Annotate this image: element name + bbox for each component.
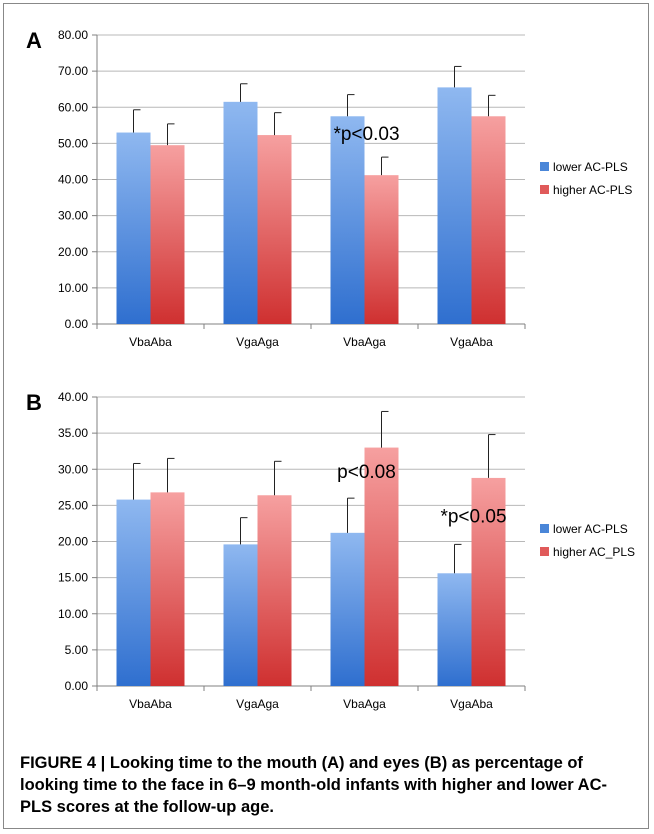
y-tick-label: 30.00 — [58, 209, 88, 223]
y-tick-label: 60.00 — [58, 100, 88, 114]
legend-label: lower AC-PLS — [553, 160, 628, 174]
legend-swatch — [540, 524, 549, 533]
y-tick-label: 25.00 — [58, 498, 88, 512]
bar-higher — [364, 175, 399, 324]
bar-higher — [257, 135, 292, 324]
figure-frame — [3, 3, 649, 829]
panel-label-a: A — [26, 28, 42, 53]
bar-lower — [330, 532, 365, 686]
y-tick-label: 15.00 — [58, 571, 88, 585]
y-tick-label: 70.00 — [58, 64, 88, 78]
bar-lower — [116, 499, 151, 686]
x-category-label: VgaAga — [236, 697, 279, 711]
bar-higher — [364, 447, 399, 686]
x-category-label: VgaAba — [450, 335, 493, 349]
x-category-label: VbaAga — [343, 335, 386, 349]
y-tick-label: 20.00 — [58, 245, 88, 259]
significance-annotation: *p<0.03 — [333, 124, 399, 145]
y-tick-label: 40.00 — [58, 173, 88, 187]
chart-panel-b: B 0.00 5.00 10.00 15.00 20.00 25.00 30.00 35.00… — [0, 382, 654, 727]
bar-higher — [150, 492, 185, 686]
y-tick-label: 30.00 — [58, 462, 88, 476]
panel-label-b: B — [26, 390, 42, 415]
bar-higher — [471, 116, 506, 324]
significance-annotation: *p<0.05 — [440, 507, 506, 528]
y-tick-label: 80.00 — [58, 28, 88, 42]
bar-lower — [330, 116, 365, 324]
legend-swatch — [540, 162, 549, 171]
y-tick-label: 0.00 — [65, 317, 89, 331]
x-category-label: VbaAba — [129, 697, 172, 711]
chart-b-svg: 0.00 5.00 10.00 15.00 20.00 25.00 30.00 35.00 40… — [58, 390, 635, 711]
bar-lower — [437, 87, 472, 324]
chart-a-svg: 0.00 10.00 20.00 30.00 40.00 50.00 60.00 70.00 8… — [58, 28, 632, 349]
bar-lower — [116, 132, 151, 324]
y-tick-label: 10.00 — [58, 607, 88, 621]
legend-label: higher AC-PLS — [553, 183, 632, 197]
legend-swatch — [540, 547, 549, 556]
bar-higher — [471, 477, 506, 686]
bar-lower — [223, 544, 258, 686]
x-category-label: VgaAga — [236, 335, 279, 349]
bar-lower — [223, 101, 258, 324]
y-tick-label: 35.00 — [58, 426, 88, 440]
figure-caption: FIGURE 4 | Looking time to the mouth (A)… — [20, 754, 607, 816]
legend-label: higher AC_PLS — [553, 545, 635, 559]
chart-panel-a: A 0.00 10.00 20.00 30.00 40.00 50.00 60.00 70.0… — [0, 20, 654, 365]
legend-swatch — [540, 185, 549, 194]
significance-annotation: p<0.08 — [337, 462, 396, 483]
y-tick-label: 50.00 — [58, 136, 88, 150]
y-tick-label: 40.00 — [58, 390, 88, 404]
y-tick-label: 0.00 — [65, 679, 89, 693]
legend-label: lower AC-PLS — [553, 522, 628, 536]
y-tick-label: 5.00 — [65, 643, 89, 657]
x-category-label: VbaAba — [129, 335, 172, 349]
bar-lower — [437, 573, 472, 686]
y-tick-label: 20.00 — [58, 535, 88, 549]
bar-higher — [257, 495, 292, 686]
x-category-label: VbaAga — [343, 697, 386, 711]
y-tick-label: 10.00 — [58, 281, 88, 295]
bar-higher — [150, 145, 185, 324]
x-category-label: VgaAba — [450, 697, 493, 711]
